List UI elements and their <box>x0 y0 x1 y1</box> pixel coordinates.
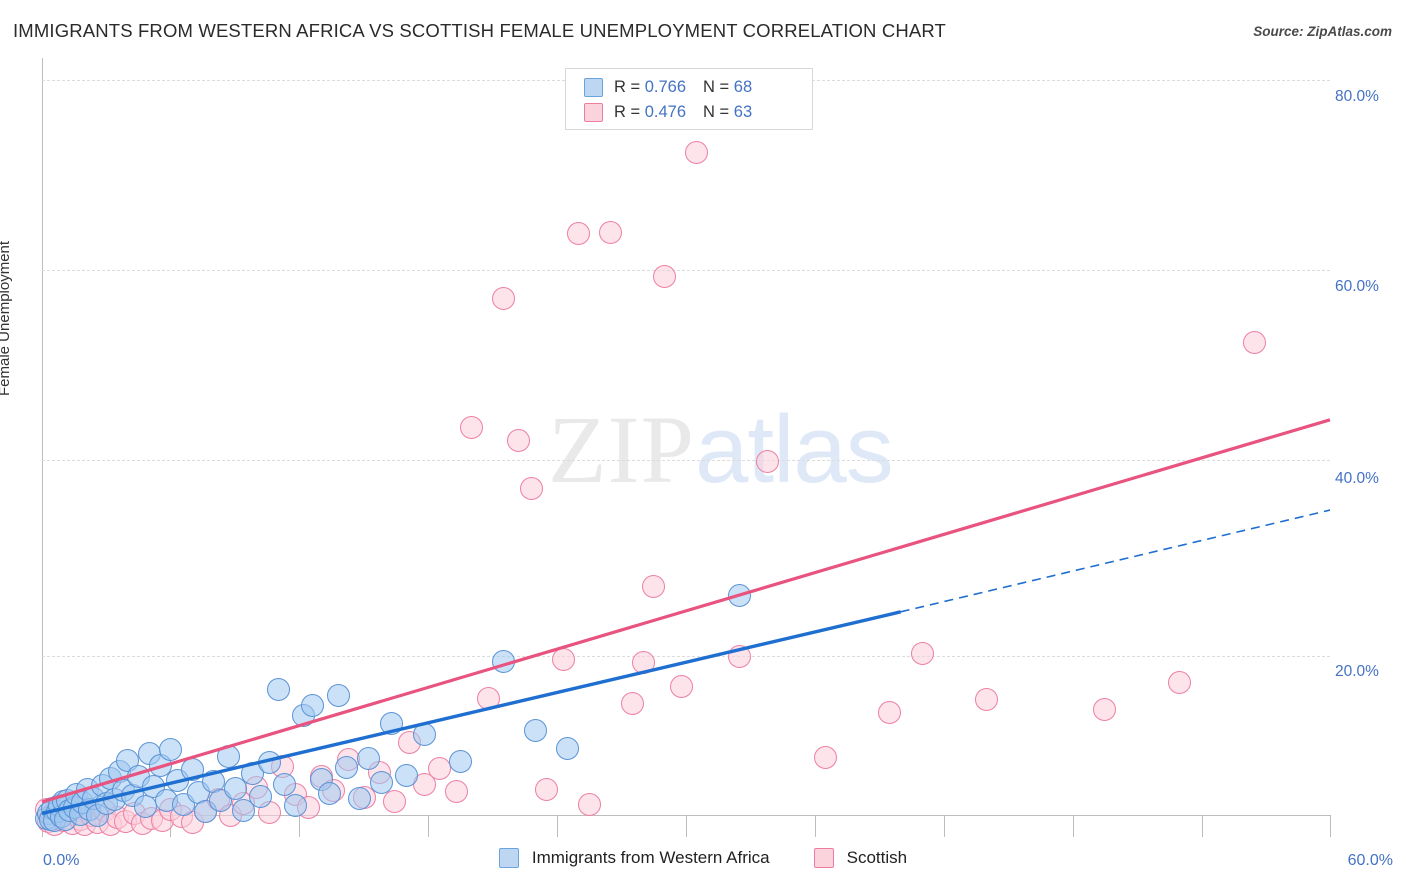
r-label-pink: R = <box>614 103 645 121</box>
scatter-point-blue[interactable] <box>266 678 290 702</box>
x-tick-5 <box>686 815 687 837</box>
legend-swatch-pink <box>584 103 603 122</box>
x-axis-max-label: 60.0% <box>1347 852 1393 869</box>
x-tick-4 <box>557 815 558 837</box>
scatter-point-blue[interactable] <box>369 771 393 795</box>
legend-item-scottish[interactable]: Scottish <box>813 848 908 868</box>
scatter-point-blue[interactable] <box>356 747 380 771</box>
scatter-point-pink[interactable] <box>756 449 780 473</box>
n-value-pink: 63 <box>733 103 753 121</box>
x-tick-2 <box>299 815 300 837</box>
scatter-point-blue[interactable] <box>348 786 372 810</box>
n-label-blue: N = <box>703 78 734 96</box>
legend-swatch-scottish <box>813 848 834 868</box>
scatter-point-pink[interactable] <box>534 777 558 801</box>
scatter-point-blue[interactable] <box>556 736 580 760</box>
scatter-point-pink[interactable] <box>599 221 623 245</box>
scatter-point-blue[interactable] <box>326 683 350 707</box>
scatter-point-pink[interactable] <box>382 790 406 814</box>
page-title: IMMIGRANTS FROM WESTERN AFRICA VS SCOTTI… <box>13 20 946 41</box>
scatter-point-pink[interactable] <box>653 265 677 289</box>
scatter-point-pink[interactable] <box>427 756 451 780</box>
legend-label-scottish: Scottish <box>846 848 908 867</box>
scatter-point-pink[interactable] <box>492 287 516 311</box>
plot-area <box>42 58 1330 815</box>
scatter-point-blue[interactable] <box>180 757 204 781</box>
scatter-point-pink[interactable] <box>685 140 709 164</box>
gridline-20 <box>42 656 1330 657</box>
scatter-point-blue[interactable] <box>133 795 157 819</box>
scatter-point-pink[interactable] <box>477 686 500 710</box>
correlation-legend-row-pink: R = 0.476 N = 63 <box>584 100 812 125</box>
scatter-point-pink[interactable] <box>459 416 483 440</box>
correlation-legend: R = 0.766 N = 68 R = 0.476 N = 63 <box>565 68 813 130</box>
r-label-blue: R = <box>614 78 645 96</box>
correlation-stat-pink: R = 0.476 N = 63 <box>614 103 752 122</box>
x-axis-min-label: 0.0% <box>43 852 80 869</box>
x-tick-7 <box>944 815 945 837</box>
correlation-stat-blue: R = 0.766 N = 68 <box>614 78 752 97</box>
scatter-point-blue[interactable] <box>249 784 273 808</box>
source-attribution: Source: ZipAtlas.com <box>1253 24 1392 39</box>
scatter-point-pink[interactable] <box>631 651 655 675</box>
scatter-point-blue[interactable] <box>395 763 419 787</box>
scatter-point-pink[interactable] <box>1243 330 1267 354</box>
scatter-point-pink[interactable] <box>910 641 934 665</box>
y-tick-label-40: 40.0% <box>1335 470 1379 487</box>
scatter-point-pink[interactable] <box>620 691 644 715</box>
scatter-point-blue[interactable] <box>258 751 282 775</box>
n-value-blue: 68 <box>733 78 753 96</box>
legend-label-immigrants: Immigrants from Western Africa <box>531 848 770 867</box>
scatter-point-blue[interactable] <box>380 711 404 735</box>
n-label-pink: N = <box>703 103 734 121</box>
scatter-point-blue[interactable] <box>283 794 307 818</box>
legend-item-immigrants[interactable]: Immigrants from Western Africa <box>498 848 770 868</box>
r-value-pink: 0.476 <box>644 103 687 121</box>
scatter-point-blue[interactable] <box>412 723 436 747</box>
x-tick-8 <box>1073 815 1074 837</box>
x-tick-6 <box>815 815 816 837</box>
x-tick-3 <box>428 815 429 837</box>
scatter-point-pink[interactable] <box>444 779 468 803</box>
y-tick-label-20: 20.0% <box>1335 663 1379 680</box>
y-tick-label-60: 60.0% <box>1335 278 1379 295</box>
legend-swatch-blue <box>584 78 603 97</box>
scatter-point-blue[interactable] <box>318 781 342 805</box>
correlation-legend-row-blue: R = 0.766 N = 68 <box>584 75 812 100</box>
scatter-point-pink[interactable] <box>975 687 999 711</box>
x-tick-9 <box>1202 815 1203 837</box>
x-tick-10 <box>1330 815 1331 837</box>
scatter-point-pink[interactable] <box>567 222 591 246</box>
scatter-point-blue[interactable] <box>159 737 183 761</box>
legend-swatch-immigrants <box>498 848 519 868</box>
gridline-40 <box>42 460 1330 461</box>
series-legend: Immigrants from Western Africa Scottish <box>0 848 1406 868</box>
y-tick-label-80: 80.0% <box>1335 88 1379 105</box>
r-value-blue: 0.766 <box>644 78 687 96</box>
y-axis-title: Female Unemployment <box>0 240 13 396</box>
gridline-60 <box>42 270 1330 271</box>
